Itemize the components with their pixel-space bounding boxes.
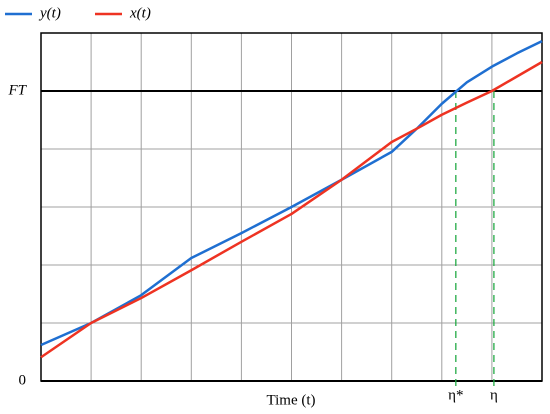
y-tick-label: FT — [7, 82, 27, 98]
marker-label: η* — [448, 387, 463, 403]
series-line — [40, 39, 543, 347]
series-line — [40, 60, 543, 359]
y-tick-label: 0 — [19, 372, 27, 388]
x-axis-label: Time (t) — [266, 392, 315, 408]
marker-label: η — [490, 387, 498, 403]
legend-label: y(t) — [38, 5, 61, 21]
legend-label: x(t) — [129, 5, 151, 21]
